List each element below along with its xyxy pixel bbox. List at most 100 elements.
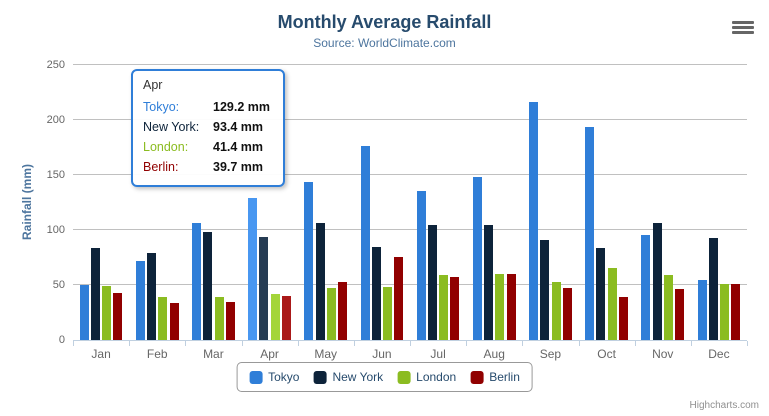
- x-axis-tick: [297, 341, 299, 346]
- legend-label: Berlin: [489, 370, 520, 384]
- legend-item-berlin[interactable]: Berlin: [470, 370, 520, 384]
- column-london-mar[interactable]: [214, 296, 224, 340]
- legend-label: Tokyo: [268, 370, 300, 384]
- column-tokyo-nov[interactable]: [641, 234, 651, 340]
- x-axis-tick: [129, 341, 131, 346]
- column-berlin-aug[interactable]: [506, 273, 516, 340]
- column-london-jul[interactable]: [439, 275, 449, 340]
- column-new-york-oct[interactable]: [596, 248, 606, 340]
- column-london-nov[interactable]: [663, 274, 673, 340]
- tooltip-series-value: 41.4 mm: [213, 140, 264, 154]
- x-axis-label: Jan: [91, 347, 111, 361]
- grid-line: [73, 64, 747, 65]
- column-tokyo-mar[interactable]: [192, 222, 202, 340]
- tooltip-header: Apr: [143, 78, 163, 92]
- column-new-york-mar[interactable]: [203, 231, 213, 340]
- tooltip-series-label: Berlin:: [143, 160, 179, 174]
- x-axis-tick: [73, 341, 74, 346]
- x-axis-label: Nov: [652, 347, 674, 361]
- column-berlin-jul[interactable]: [450, 276, 460, 340]
- x-axis-tick: [353, 341, 355, 346]
- tooltip-series-value: 39.7 mm: [213, 160, 264, 174]
- x-axis-tick: [185, 341, 187, 346]
- column-new-york-jun[interactable]: [371, 247, 381, 340]
- column-london-feb[interactable]: [158, 297, 168, 340]
- legend-item-new-york[interactable]: New York: [313, 370, 383, 384]
- legend-symbol: [397, 370, 411, 384]
- column-berlin-apr[interactable]: [281, 296, 291, 340]
- column-london-jun[interactable]: [383, 286, 393, 340]
- legend-label: New York: [332, 370, 384, 384]
- column-new-york-dec[interactable]: [708, 238, 718, 340]
- grid-line: [73, 119, 747, 120]
- plot-area: Jan Feb Mar Apr May Jun Jul Aug Sep Oct Nov Dec: [73, 64, 748, 361]
- column-london-sep[interactable]: [551, 282, 561, 340]
- column-tokyo-oct[interactable]: [585, 126, 595, 340]
- legend-label: London: [416, 370, 457, 384]
- column-tokyo-dec[interactable]: [697, 280, 707, 340]
- legend-symbol: [249, 370, 263, 384]
- column-london-apr[interactable]: [270, 294, 280, 340]
- column-tokyo-apr[interactable]: [248, 197, 258, 340]
- y-axis-label: 0: [58, 334, 65, 346]
- tooltip-series-label: London:: [143, 140, 189, 154]
- legend-item-london[interactable]: London: [397, 370, 456, 384]
- x-axis-tick: [690, 341, 692, 346]
- column-berlin-mar[interactable]: [225, 302, 235, 340]
- column-new-york-apr[interactable]: [259, 237, 269, 340]
- column-berlin-nov[interactable]: [675, 288, 685, 340]
- column-new-york-jul[interactable]: [427, 224, 437, 340]
- column-berlin-dec[interactable]: [731, 283, 741, 340]
- column-tokyo-jul[interactable]: [416, 190, 426, 340]
- column-berlin-feb[interactable]: [169, 303, 179, 340]
- column-berlin-may[interactable]: [338, 282, 348, 340]
- column-london-aug[interactable]: [495, 274, 505, 340]
- tooltip-series-value: 93.4 mm: [213, 120, 264, 134]
- column-tokyo-jan[interactable]: [79, 285, 89, 340]
- y-axis-label: 200: [46, 114, 65, 126]
- grid-line: [73, 174, 747, 175]
- export-menu-button[interactable]: [731, 20, 755, 37]
- column-tokyo-may[interactable]: [304, 181, 314, 340]
- x-axis-tick: [241, 341, 243, 346]
- x-axis-label: Dec: [708, 347, 730, 361]
- legend-symbol: [470, 370, 484, 384]
- column-tokyo-aug[interactable]: [472, 176, 482, 340]
- hamburger-icon: [732, 26, 754, 29]
- column-tokyo-feb[interactable]: [135, 261, 145, 340]
- x-axis-label: Jun: [372, 347, 392, 361]
- y-axis-label: 50: [52, 279, 65, 291]
- hamburger-icon: [732, 21, 754, 24]
- column-new-york-sep[interactable]: [540, 239, 550, 340]
- column-tokyo-jun[interactable]: [360, 146, 370, 340]
- column-new-york-nov[interactable]: [652, 222, 662, 340]
- column-berlin-jan[interactable]: [113, 293, 123, 340]
- tooltip-row: Tokyo: 129.2 mm: [143, 97, 273, 117]
- x-axis-label: May: [314, 347, 338, 361]
- y-axis-label: 250: [46, 59, 65, 71]
- column-berlin-sep[interactable]: [562, 287, 572, 340]
- legend-item-tokyo[interactable]: Tokyo: [249, 370, 299, 384]
- column-new-york-may[interactable]: [315, 223, 325, 340]
- column-london-oct[interactable]: [607, 268, 617, 340]
- column-berlin-jun[interactable]: [394, 256, 404, 340]
- column-new-york-feb[interactable]: [147, 253, 157, 340]
- credits-link[interactable]: Highcharts.com: [689, 400, 759, 411]
- x-axis-tick: [747, 341, 748, 346]
- y-axis-label: 150: [46, 169, 65, 181]
- column-london-jan[interactable]: [102, 286, 112, 340]
- x-axis-label: Apr: [260, 347, 279, 361]
- column-london-may[interactable]: [326, 288, 336, 340]
- column-london-dec[interactable]: [720, 283, 730, 340]
- column-berlin-oct[interactable]: [618, 297, 628, 340]
- x-axis-line: [73, 340, 747, 341]
- x-axis-label: Feb: [146, 347, 168, 361]
- tooltip-series-label: Tokyo:: [143, 100, 180, 114]
- x-axis-tick: [466, 341, 468, 346]
- column-tokyo-sep[interactable]: [529, 101, 539, 340]
- column-new-york-aug[interactable]: [484, 225, 494, 340]
- column-new-york-jan[interactable]: [90, 248, 100, 340]
- x-axis-tick: [634, 341, 636, 346]
- grid-line: [73, 229, 747, 230]
